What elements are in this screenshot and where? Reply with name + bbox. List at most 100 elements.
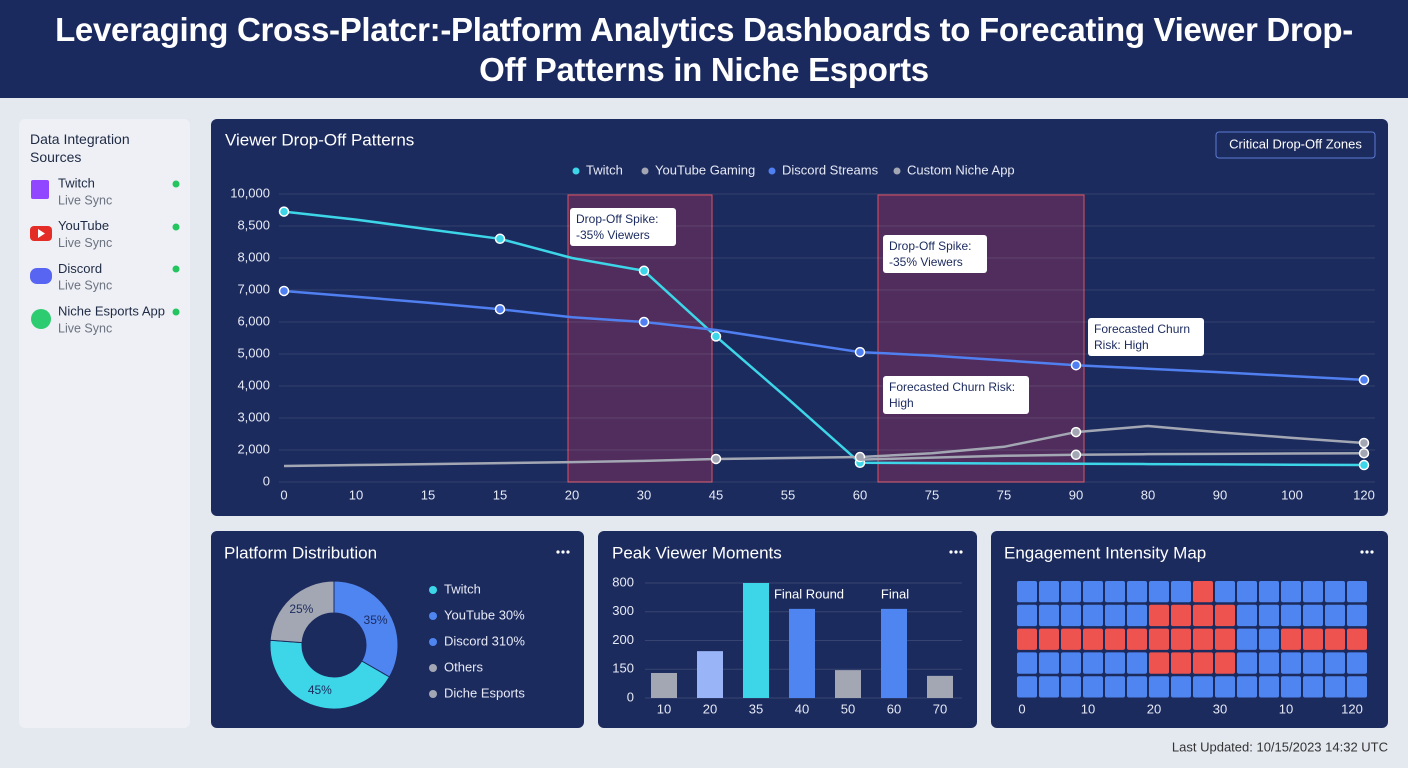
heat-cell xyxy=(1083,628,1103,650)
zones-button-label[interactable]: Critical Drop-Off Zones xyxy=(1229,136,1362,151)
y-tick-label: 8,500 xyxy=(237,217,270,232)
heat-cell xyxy=(1193,652,1213,674)
legend-swatch xyxy=(641,167,649,175)
series-line xyxy=(283,289,1365,382)
series-line xyxy=(283,210,1365,467)
card-title: Peak Viewer Moments xyxy=(612,543,782,562)
heat-cell xyxy=(1105,604,1125,627)
heat-cell xyxy=(1237,676,1257,698)
annotation: Drop-Off Spike: -35% Viewers xyxy=(883,235,987,273)
x-tick-label: 50 xyxy=(841,701,855,716)
heat-cell xyxy=(1171,604,1191,627)
heat-cell xyxy=(1061,604,1081,627)
x-tick-label: 40 xyxy=(795,701,809,716)
heat-cell xyxy=(1281,652,1301,674)
x-tick-label: 10 xyxy=(657,701,671,716)
y-tick-label: 2,000 xyxy=(237,441,270,456)
point xyxy=(1358,447,1370,459)
source-status: Live Sync xyxy=(58,279,112,293)
status-dot xyxy=(172,265,180,273)
source-name: Niche Esports App xyxy=(58,304,165,319)
card-menu[interactable] xyxy=(1360,550,1374,554)
heat-cell xyxy=(1149,628,1169,650)
legend-swatch xyxy=(768,167,776,175)
heat-cell xyxy=(1303,628,1323,650)
series-line xyxy=(283,424,1365,468)
page-title: Leveraging Cross-Platcr:-Platform Analyt… xyxy=(55,11,1353,88)
heat-cell xyxy=(1149,604,1169,627)
x-tick-label: 10 xyxy=(349,487,363,502)
heat-cell xyxy=(1017,652,1037,674)
last-updated: Last Updated: 10/15/2023 14:32 UTC xyxy=(1172,739,1388,754)
heat-cell xyxy=(1215,581,1235,603)
heat-cell xyxy=(1303,652,1323,674)
main-card xyxy=(211,119,1388,516)
heat-cell xyxy=(1215,628,1235,650)
heat-cell xyxy=(1083,604,1103,627)
x-tick-label: 120 xyxy=(1353,487,1375,502)
y-tick-label: 7,000 xyxy=(237,281,270,296)
heat-cell xyxy=(1215,652,1235,674)
heat-cell xyxy=(1193,676,1213,698)
status-dot xyxy=(172,223,180,231)
x-tick-label: 75 xyxy=(997,487,1011,502)
y-tick-label: 800 xyxy=(612,574,634,589)
source-status: Live Sync xyxy=(58,236,112,250)
heat-cell xyxy=(1017,604,1037,627)
heat-cell xyxy=(1237,628,1257,650)
heat-cell xyxy=(1105,581,1125,603)
heat-cell xyxy=(1281,676,1301,698)
legend-swatch xyxy=(429,638,437,646)
heat-cell xyxy=(1347,628,1367,650)
point xyxy=(710,453,722,465)
bar-annotation: Final xyxy=(881,586,909,601)
heat-cell xyxy=(1149,652,1169,674)
pie-slice xyxy=(269,580,335,644)
status-dot xyxy=(172,308,180,316)
heat-cell xyxy=(1347,676,1367,698)
legend-swatch xyxy=(429,612,437,620)
zones-button[interactable] xyxy=(1215,131,1376,159)
heat-cell xyxy=(1281,604,1301,627)
heat-cell xyxy=(1259,676,1279,698)
x-tick-label: 20 xyxy=(1147,701,1161,716)
heat-cell xyxy=(1127,676,1147,698)
x-tick-label: 10 xyxy=(1279,701,1293,716)
slice-label: 25% xyxy=(289,602,313,616)
point xyxy=(1070,426,1082,438)
legend-swatch xyxy=(429,586,437,594)
heat-cell xyxy=(1039,628,1059,650)
y-tick-label: 8,000 xyxy=(237,249,270,264)
point xyxy=(710,331,722,342)
heat-cell xyxy=(1171,676,1191,698)
heat-cell xyxy=(1061,676,1081,698)
x-tick-label: 15 xyxy=(421,487,435,502)
heat-cell xyxy=(1281,628,1301,650)
sidebar-title: Data Integration Sources xyxy=(30,131,130,165)
legend-label: YouTube 30% xyxy=(444,607,525,622)
y-tick-label: 6,000 xyxy=(237,313,270,328)
point xyxy=(638,265,650,277)
slice-label: 45% xyxy=(308,683,332,697)
card-menu[interactable] xyxy=(949,550,963,554)
y-tick-label: 4,000 xyxy=(237,377,270,392)
legend-swatch xyxy=(429,690,437,698)
heat-cell xyxy=(1237,652,1257,674)
y-tick-label: 200 xyxy=(612,632,634,647)
y-tick-label: 0 xyxy=(263,473,270,488)
heat-cell xyxy=(1083,676,1103,698)
point xyxy=(1358,374,1370,386)
point xyxy=(494,303,506,315)
heat-cell xyxy=(1259,652,1279,674)
card-menu[interactable] xyxy=(556,550,570,554)
legend-swatch xyxy=(893,167,901,175)
point xyxy=(854,346,866,358)
twitch-icon xyxy=(31,180,49,199)
x-tick-label: 100 xyxy=(1281,487,1303,502)
source-name: Discord xyxy=(58,261,102,276)
point xyxy=(638,316,650,328)
youtube-play xyxy=(38,229,45,238)
heat-cell xyxy=(1083,581,1103,603)
x-tick-label: 0 xyxy=(280,487,287,502)
